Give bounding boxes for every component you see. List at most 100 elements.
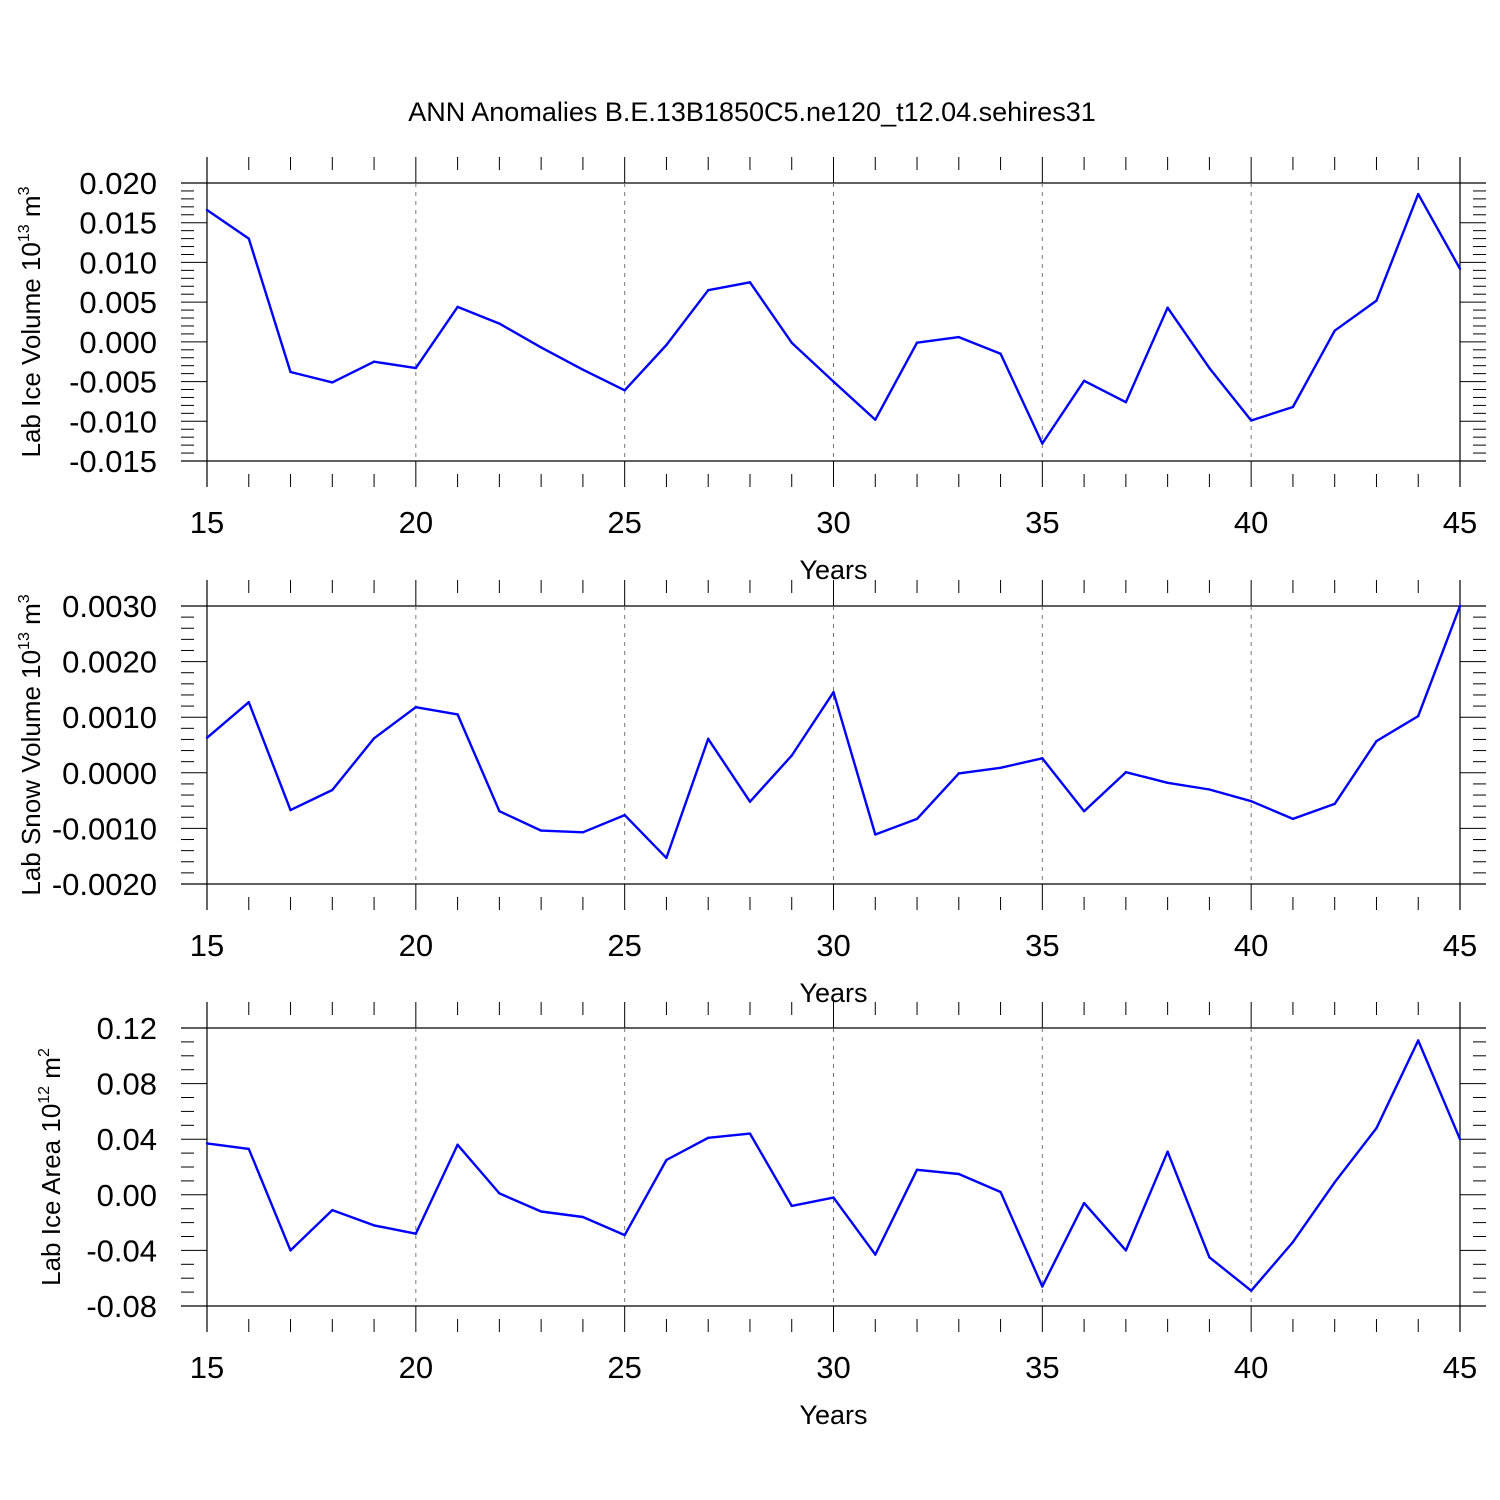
figure-title: ANN Anomalies B.E.13B1850C5.ne120_t12.04…	[408, 97, 1095, 127]
data-point	[707, 1136, 710, 1140]
data-point	[1291, 1240, 1295, 1244]
data-point	[832, 380, 835, 383]
x-tick-label: 35	[1025, 1350, 1059, 1385]
data-point	[957, 1172, 960, 1176]
data-point	[790, 754, 793, 757]
y-tick-label: 0.04	[97, 1122, 157, 1157]
data-point	[748, 281, 752, 284]
data-point	[1458, 1138, 1462, 1141]
y-tick-label: 0.00	[97, 1178, 157, 1213]
x-tick-label: 45	[1443, 928, 1477, 963]
panel-lab-ice-area: 15 20 25 30 35 40 45 Years -0.08 -0.04 0.00 0.04 0.0…	[36, 1002, 1486, 1430]
y-axis-label-main: Lab Ice Area 10	[36, 1104, 66, 1286]
data-point	[790, 1204, 793, 1208]
data-point	[957, 772, 960, 775]
data-point	[1333, 329, 1336, 332]
x-tick-label: 25	[607, 928, 641, 963]
data-point	[1166, 781, 1169, 785]
data-point	[832, 690, 835, 694]
y-axis-label: Lab Ice Volume 1013 m3	[16, 186, 46, 457]
data-point	[1249, 419, 1253, 422]
x-tick-label: 30	[816, 505, 850, 540]
data-point	[1041, 1285, 1044, 1288]
data-point	[205, 208, 209, 212]
data-point	[372, 360, 376, 363]
data-point	[331, 1208, 334, 1212]
x-tick-label: 40	[1234, 928, 1268, 963]
data-point	[707, 737, 710, 741]
y-axis-label-unit-exponent: 2	[36, 1048, 53, 1057]
x-tick-label: 45	[1443, 505, 1477, 540]
x-tick-label: 40	[1234, 505, 1268, 540]
data-point	[372, 1224, 376, 1227]
y-tick-label: -0.005	[69, 365, 157, 400]
chart-panels: 15 20 25 30 35 40 45 Years -0.015 -0.010 -0.005 0.0…	[16, 157, 1486, 1430]
data-point	[1082, 1201, 1086, 1205]
y-axis-label: Lab Snow Volume 1013 m3	[16, 594, 46, 895]
x-tick-label: 25	[607, 505, 641, 540]
data-point	[874, 1253, 877, 1256]
data-point	[1208, 366, 1211, 370]
data-point	[414, 366, 418, 370]
y-tick-label: 0.12	[97, 1011, 157, 1046]
data-point	[665, 343, 668, 347]
data-point	[581, 831, 585, 834]
y-tick-label: -0.04	[86, 1233, 157, 1268]
y-tick-label: 0.0000	[62, 756, 157, 791]
data-point	[498, 322, 501, 325]
x-tick-label: 15	[190, 505, 224, 540]
y-tick-label: -0.0010	[52, 811, 157, 846]
y-axis-label-main: Lab Snow Volume 10	[16, 650, 46, 896]
x-axis-label: Years	[799, 1400, 867, 1430]
y-axis-label-exponent: 12	[36, 1086, 53, 1104]
x-tick-label: 20	[399, 928, 433, 963]
data-point	[1291, 405, 1295, 409]
data-point	[289, 1249, 292, 1252]
y-tick-label: 0.0020	[62, 645, 157, 680]
y-axis-label-unit-exponent: 3	[16, 186, 33, 195]
y-axis-label-unit-exponent: 3	[16, 594, 33, 603]
data-point	[1375, 739, 1378, 743]
y-axis-label-exponent: 13	[16, 224, 33, 242]
data-point	[790, 341, 793, 344]
data-point	[289, 808, 292, 812]
data-point	[1208, 1256, 1211, 1259]
data-point	[999, 766, 1002, 769]
x-tick-label: 35	[1025, 928, 1059, 963]
panel-lab-ice-volume: 15 20 25 30 35 40 45Years-0.015-0.010-0.0050.0…	[16, 157, 1486, 585]
data-point	[1458, 604, 1462, 608]
data-point	[623, 389, 626, 392]
y-axis-label-unit: m	[16, 195, 46, 224]
data-point	[915, 817, 919, 821]
data-point	[539, 346, 543, 349]
data-point	[581, 368, 585, 371]
data-point	[1124, 1249, 1128, 1252]
y-tick-label: 0.08	[97, 1067, 157, 1102]
data-point	[623, 1233, 626, 1237]
data-point	[247, 237, 250, 240]
x-tick-label: 15	[190, 928, 224, 963]
y-tick-label: -0.015	[69, 444, 157, 479]
data-point	[832, 1196, 835, 1199]
y-axis-label: Lab Ice Area 1012 m2	[36, 1048, 66, 1286]
data-point	[748, 800, 752, 803]
y-axis-label-unit: m	[16, 603, 46, 632]
y-axis-label-unit: m	[36, 1057, 66, 1086]
data-point	[665, 856, 668, 860]
data-point	[1208, 788, 1211, 791]
y-axis-label-main: Lab Ice Volume 10	[16, 242, 46, 457]
data-point	[1333, 1181, 1336, 1184]
y-tick-label: 0.020	[79, 166, 157, 201]
data-point	[498, 809, 501, 813]
data-point	[1082, 809, 1086, 813]
data-point	[247, 1147, 250, 1151]
data-point	[539, 829, 543, 832]
data-point	[915, 1168, 919, 1171]
data-point	[1249, 1289, 1253, 1292]
data-point	[707, 289, 710, 292]
data-point	[1166, 306, 1169, 309]
data-point	[1166, 1150, 1169, 1153]
x-tick-label: 35	[1025, 505, 1059, 540]
data-point	[414, 1232, 418, 1235]
